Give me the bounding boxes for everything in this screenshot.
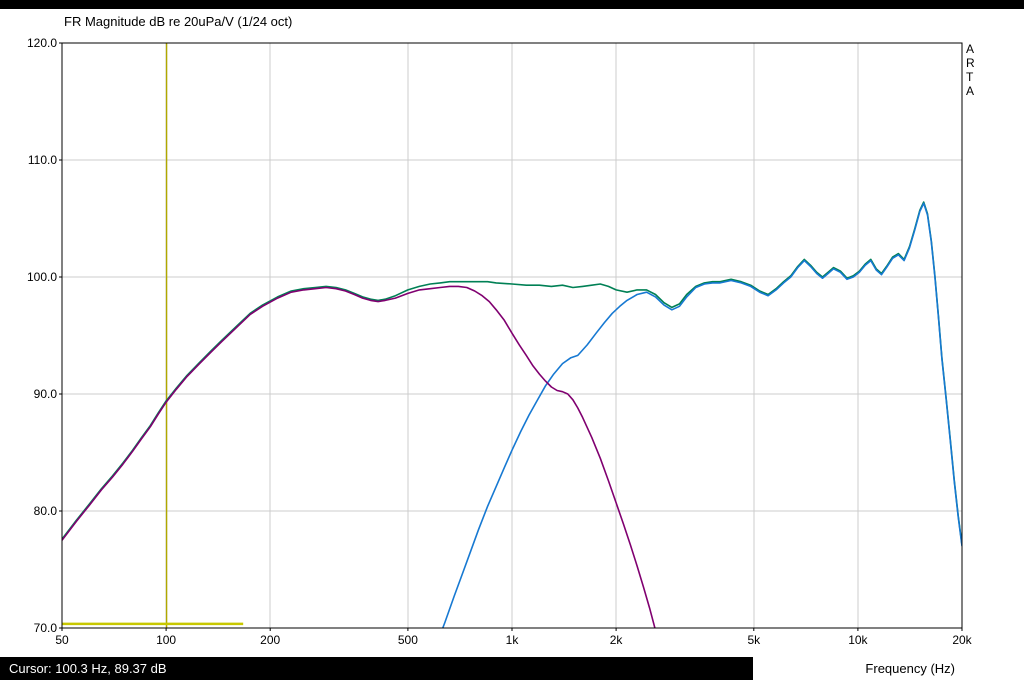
y-tick-label: 90.0 <box>33 387 57 401</box>
arta-letter: T <box>966 70 974 84</box>
window-top-border <box>0 0 1024 9</box>
x-tick-label: 10k <box>848 633 868 647</box>
status-bar: Cursor: 100.3 Hz, 89.37 dB <box>0 657 753 680</box>
series-tweeter <box>441 202 962 628</box>
x-tick-label: 2k <box>609 633 623 647</box>
arta-letter: R <box>966 56 975 70</box>
x-tick-label: 50 <box>55 633 69 647</box>
y-tick-label: 80.0 <box>33 504 57 518</box>
series-woofer <box>62 285 656 628</box>
x-axis-title: Frequency (Hz) <box>865 661 955 676</box>
x-tick-label: 500 <box>397 633 418 647</box>
y-tick-label: 100.0 <box>26 270 57 284</box>
y-tick-label: 70.0 <box>33 621 57 635</box>
x-tick-label: 5k <box>747 633 761 647</box>
y-tick-label: 110.0 <box>27 153 57 167</box>
x-tick-label: 20k <box>952 633 972 647</box>
x-tick-label: 1k <box>505 633 519 647</box>
arta-letter: A <box>966 84 975 98</box>
x-tick-label: 200 <box>260 633 281 647</box>
x-tick-label: 100 <box>156 633 177 647</box>
chart-title: FR Magnitude dB re 20uPa/V (1/24 oct) <box>64 14 293 29</box>
y-tick-label: 120.0 <box>26 36 57 50</box>
arta-letter: A <box>966 42 975 56</box>
arta-watermark: A R T A <box>966 42 975 98</box>
cursor-readout: Cursor: 100.3 Hz, 89.37 dB <box>9 661 167 676</box>
